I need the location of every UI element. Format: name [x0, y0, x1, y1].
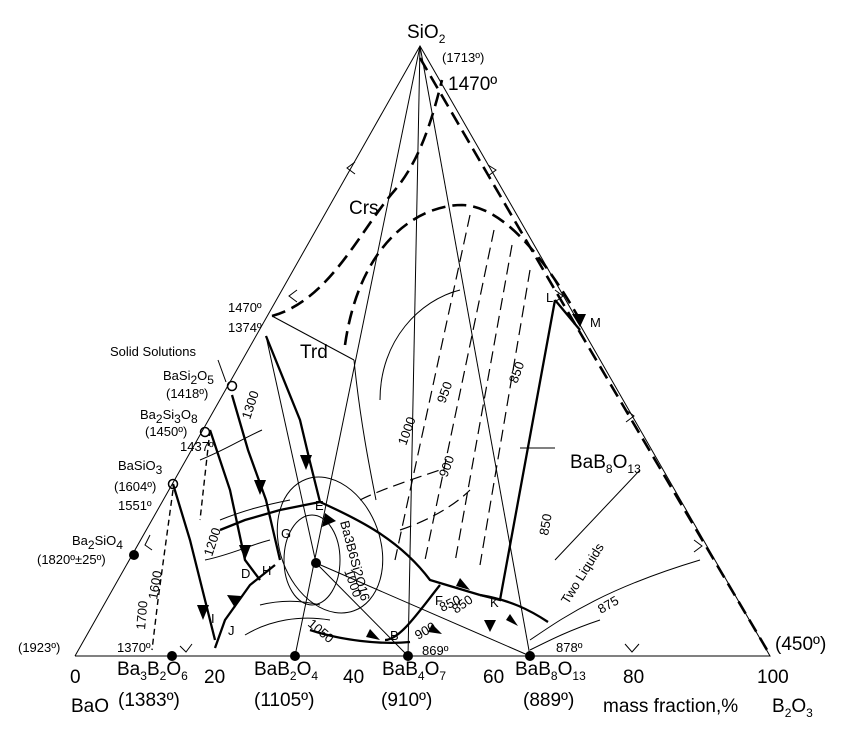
vertex-labels: SiO2 (1713º) BaO (1923º) B2O3 (450º)	[18, 22, 826, 720]
iso-1300: 1300	[239, 389, 262, 421]
t1551: 1551º	[118, 498, 152, 513]
bab2o4-point	[290, 651, 300, 661]
t1374: 1374º	[228, 320, 262, 335]
basi2o5-point	[226, 380, 238, 392]
phase-labels: Crs Trd BaB8O13 Two Liquids Ba3B6Si2O16	[300, 198, 641, 607]
axis-labels: 0 20 40 60 80 100 mass fraction,%	[70, 667, 789, 717]
compound-labels: Ba3B2O6 (1383º) BaB2O4 (1105º) BaB4O7 (9…	[117, 659, 586, 711]
vertex-right-temp: (450º)	[775, 634, 826, 655]
bao-point	[129, 550, 139, 560]
t1470-top: 1470º	[448, 74, 497, 95]
ba2sio4-temp: (1820º±25º)	[37, 552, 106, 567]
bab2o4-label: BaB2O4	[254, 659, 318, 683]
immiscibility-dome	[343, 203, 582, 346]
iso-900: 900	[436, 454, 458, 480]
point-h: H	[262, 563, 271, 578]
boundary-arrows	[197, 314, 586, 640]
iso-950: 950	[434, 380, 456, 406]
bab4o7-label: BaB4O7	[382, 659, 446, 683]
tick-60: 60	[483, 667, 504, 688]
iso-1600: 1600	[145, 569, 165, 600]
ba2si3o8-temp: (1450º)	[145, 424, 187, 439]
point-f: F	[435, 593, 443, 608]
iso-900-b: 900	[412, 619, 438, 643]
point-b: B	[390, 628, 399, 643]
iso-1000: 1000	[395, 415, 419, 447]
solid-solutions-label: Solid Solutions	[110, 344, 196, 359]
tick-20: 20	[204, 667, 225, 688]
temperature-labels: 1470º 1470º 1374º 1437º 1551º 1370º 878º…	[117, 74, 583, 658]
bab4o7-temp: (910º)	[381, 690, 432, 711]
ba2si3o8-point	[199, 426, 211, 438]
basio3-label: BaSiO3	[118, 458, 163, 477]
t1370: 1370º	[117, 640, 151, 655]
ba3b2o6-temp: (1383º)	[118, 690, 180, 711]
point-g: G	[281, 526, 291, 541]
point-letters: L M E G D H I J F K B	[211, 290, 601, 643]
bab8o13-temp: (889º)	[523, 690, 574, 711]
crs-label: Crs	[349, 198, 379, 219]
point-m: M	[590, 315, 601, 330]
vertex-top-temp: (1713º)	[442, 50, 484, 65]
ba3b6si2o16-point	[311, 558, 321, 568]
point-k: K	[490, 595, 499, 610]
compound-markers	[129, 380, 535, 661]
isotherm-curves	[199, 289, 701, 651]
vertex-right-label: B2O3	[772, 696, 813, 720]
vertex-top-label: SiO2	[407, 22, 446, 46]
tick-100: 100	[757, 667, 789, 688]
triangle-frame	[74, 44, 772, 657]
bab8o13-label: BaB8O13	[515, 659, 586, 683]
iso-850-a: 850	[506, 360, 528, 386]
point-l: L	[546, 290, 553, 305]
vertex-left-label: BaO	[71, 696, 109, 717]
point-j: J	[228, 623, 235, 638]
ba3b2o6-label: Ba3B2O6	[117, 659, 188, 683]
basio3-temp: (1604º)	[114, 479, 156, 494]
crs-trd-boundary	[271, 79, 444, 318]
vertex-left-temp: (1923º)	[18, 640, 60, 655]
dome-dash-lines	[359, 214, 531, 566]
left-dashed-lines	[151, 429, 211, 651]
right-edge-bold	[418, 57, 772, 656]
iso-875: 875	[595, 593, 621, 617]
tick-0: 0	[70, 667, 81, 688]
point-d: D	[241, 566, 250, 581]
basi2o5-temp: (1418º)	[166, 386, 208, 401]
iso-1200: 1200	[201, 526, 224, 558]
basio3-point	[167, 478, 179, 490]
two-liquids-label: Two Liquids	[558, 540, 607, 607]
iso-850-b: 850	[536, 513, 555, 537]
t1470-left: 1470º	[228, 300, 262, 315]
iso-1700: 1700	[133, 600, 150, 630]
basi2o5-label: BaSi2O5	[163, 368, 214, 387]
t1437: 1437º	[180, 439, 214, 454]
bab8o13-region-label: BaB8O13	[570, 452, 641, 476]
bab2o4-temp: (1105º)	[254, 690, 314, 711]
t878: 878º	[556, 640, 583, 655]
bab8o13-point	[525, 651, 535, 661]
ba2sio4-label: Ba2SiO4	[72, 533, 123, 552]
iso-1050: 1050	[305, 616, 337, 646]
point-i: I	[211, 611, 215, 626]
join-lines	[265, 45, 531, 657]
edge-ticks	[144, 161, 703, 653]
ba3b2o6-point	[167, 651, 177, 661]
bab4o7-point	[403, 651, 413, 661]
left-compound-labels: BaSi2O5 (1418º) Ba2Si3O8 (1450º) BaSiO3 …	[37, 344, 227, 567]
ba2si3o8-label: Ba2Si3O8	[140, 407, 198, 426]
t869: 869º	[422, 643, 449, 658]
tick-40: 40	[343, 667, 364, 688]
axis-title: mass fraction,%	[603, 696, 738, 717]
tick-80: 80	[623, 667, 644, 688]
point-e: E	[315, 498, 324, 513]
trd-label: Trd	[300, 342, 328, 363]
